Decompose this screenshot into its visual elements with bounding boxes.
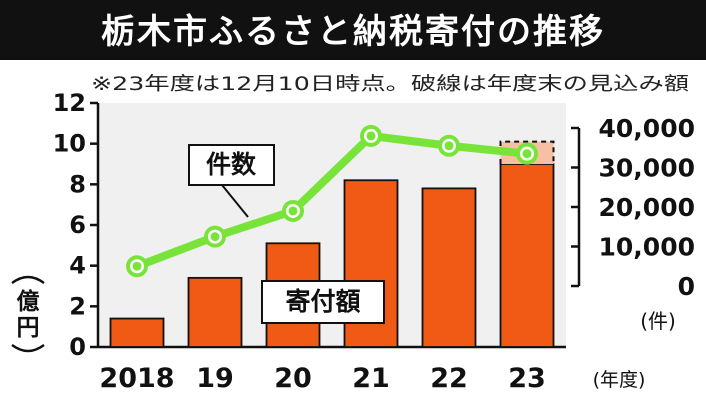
left-tick-label: 10 [53, 130, 86, 158]
chart-title: 栃木市ふるさと納税寄付の推移 [101, 12, 605, 52]
right-tick-label: 0 [678, 272, 695, 301]
left-tick-label: 4 [69, 252, 86, 280]
left-tick-label: 2 [69, 292, 86, 320]
left-unit-paren-close [11, 344, 45, 353]
bar-2018 [109, 317, 165, 348]
line-point-19 [210, 232, 220, 242]
legend-line-label: 件数 [206, 150, 257, 179]
left-tick-label: 8 [69, 170, 86, 198]
right-axis-unit: (件) [640, 309, 676, 333]
right-tick-label: 40,000 [599, 114, 695, 143]
line-point-20 [288, 206, 298, 216]
x-axis-unit: (年度) [593, 369, 646, 391]
line-point-22 [444, 141, 454, 151]
legend-line-leader [221, 184, 249, 218]
line-kensuu [133, 131, 531, 271]
chart-note: ※23年度は12月10日時点。破線は年度末の見込み額 [91, 74, 689, 95]
left-tick-label: 6 [69, 211, 86, 239]
right-tick-label: 20,000 [599, 193, 695, 222]
bar-19 [187, 276, 243, 348]
x-tick-label: 20 [274, 363, 312, 394]
bar-22 [421, 187, 477, 348]
x-tick-label: 19 [196, 363, 234, 394]
right-tick-label: 10,000 [599, 233, 695, 262]
legend-bar-label: 寄付額 [285, 287, 360, 316]
legend-bar-box [261, 280, 385, 324]
right-tick-label: 30,000 [599, 154, 695, 183]
left-unit-paren-open [11, 275, 45, 284]
left-axis-unit-char: 億 [17, 288, 40, 315]
left-axis-unit-char: 円 [17, 315, 40, 341]
x-tick-label: 2018 [99, 363, 174, 394]
bar-23 [499, 163, 555, 348]
x-tick-label: 22 [430, 363, 468, 394]
line-point-21 [366, 131, 376, 141]
line-point-2018 [132, 261, 142, 271]
x-tick-label: 23 [508, 363, 546, 394]
title-band [0, 0, 706, 60]
left-tick-label: 12 [53, 89, 86, 117]
x-tick-label: 21 [352, 363, 390, 394]
left-tick-label: 0 [69, 333, 86, 361]
line-point-23 [522, 149, 532, 159]
legend-line-box [188, 144, 275, 186]
